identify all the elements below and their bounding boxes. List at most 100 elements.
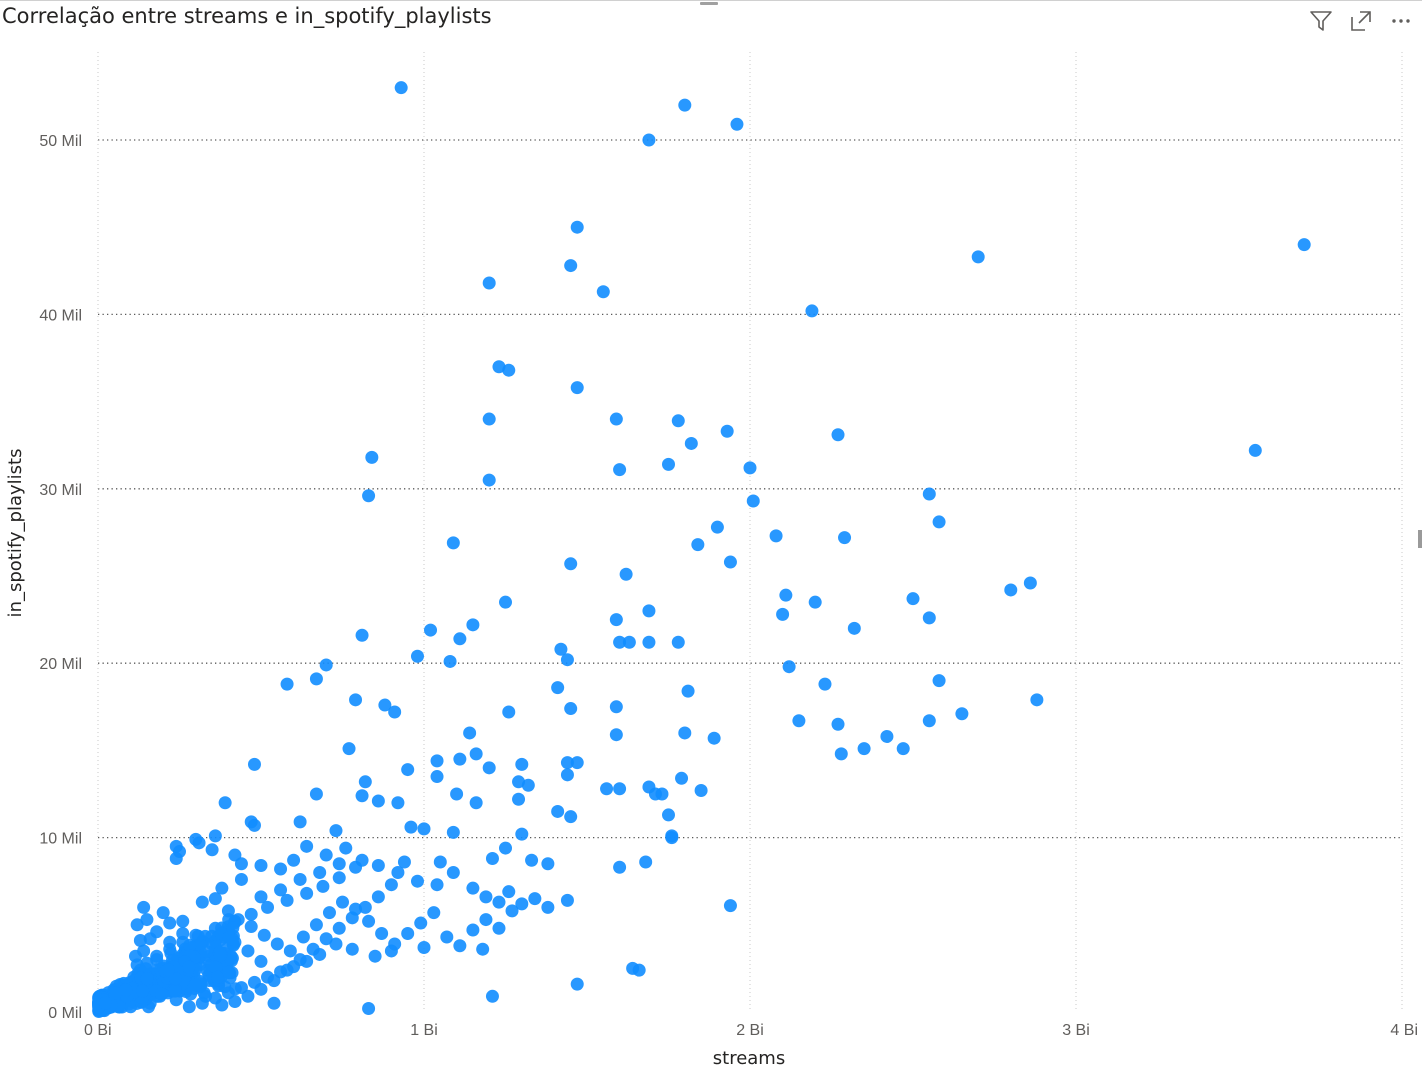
data-point[interactable] — [560, 768, 574, 782]
data-point[interactable] — [554, 642, 568, 656]
filter-button[interactable] — [1308, 8, 1334, 34]
data-point[interactable] — [342, 742, 356, 756]
data-point[interactable] — [365, 450, 379, 464]
data-point[interactable] — [241, 944, 255, 958]
data-point[interactable] — [182, 1000, 196, 1014]
data-point[interactable] — [209, 960, 223, 974]
data-point[interactable] — [199, 945, 213, 959]
data-point[interactable] — [309, 918, 323, 932]
more-options-button[interactable] — [1388, 8, 1414, 34]
data-point[interactable] — [169, 852, 183, 866]
data-point[interactable] — [560, 893, 574, 907]
data-point[interactable] — [332, 871, 346, 885]
data-point[interactable] — [609, 700, 623, 714]
data-point[interactable] — [541, 900, 555, 914]
data-point[interactable] — [222, 965, 236, 979]
data-point[interactable] — [570, 220, 584, 234]
data-point[interactable] — [391, 865, 405, 879]
data-point[interactable] — [723, 899, 737, 913]
data-point[interactable] — [485, 852, 499, 866]
data-point[interactable] — [564, 810, 578, 824]
data-point[interactable] — [694, 784, 708, 798]
data-point[interactable] — [492, 360, 506, 374]
data-point[interactable] — [362, 914, 376, 928]
data-point[interactable] — [847, 621, 861, 635]
data-point[interactable] — [176, 927, 190, 941]
data-point[interactable] — [782, 660, 796, 674]
data-point[interactable] — [371, 890, 385, 904]
data-point[interactable] — [776, 607, 790, 621]
data-point[interactable] — [404, 820, 418, 834]
data-point[interactable] — [319, 932, 333, 946]
data-point[interactable] — [191, 929, 205, 943]
data-point[interactable] — [678, 98, 692, 112]
data-point[interactable] — [417, 822, 431, 836]
data-point[interactable] — [300, 839, 314, 853]
data-point[interactable] — [355, 628, 369, 642]
data-point[interactable] — [205, 843, 219, 857]
data-point[interactable] — [779, 588, 793, 602]
data-point[interactable] — [375, 927, 389, 941]
data-point[interactable] — [319, 848, 333, 862]
data-point[interactable] — [371, 859, 385, 873]
data-point[interactable] — [163, 935, 177, 949]
data-point[interactable] — [479, 913, 493, 927]
data-point[interactable] — [433, 855, 447, 869]
data-point[interactable] — [228, 995, 242, 1009]
data-point[interactable] — [133, 933, 147, 947]
data-point[interactable] — [551, 681, 565, 695]
data-point[interactable] — [502, 705, 516, 719]
data-point[interactable] — [274, 862, 288, 876]
data-point[interactable] — [254, 982, 268, 996]
data-point[interactable] — [254, 954, 268, 968]
data-point[interactable] — [247, 757, 261, 771]
data-point[interactable] — [339, 841, 353, 855]
data-point[interactable] — [792, 714, 806, 728]
data-point[interactable] — [609, 728, 623, 742]
data-point[interactable] — [655, 787, 669, 801]
data-point[interactable] — [818, 677, 832, 691]
data-point[interactable] — [208, 892, 222, 906]
data-point[interactable] — [388, 705, 402, 719]
data-point[interactable] — [466, 881, 480, 895]
data-point[interactable] — [499, 595, 512, 609]
data-point[interactable] — [639, 855, 653, 869]
data-point[interactable] — [140, 972, 154, 986]
data-point[interactable] — [427, 906, 441, 920]
data-point[interactable] — [109, 986, 123, 1000]
data-point[interactable] — [528, 892, 542, 906]
data-point[interactable] — [137, 900, 151, 914]
data-point[interactable] — [453, 939, 467, 953]
data-point[interactable] — [293, 953, 307, 967]
data-point[interactable] — [662, 457, 675, 471]
data-point[interactable] — [932, 515, 946, 529]
data-point[interactable] — [525, 853, 539, 867]
data-point[interactable] — [662, 808, 675, 822]
data-point[interactable] — [270, 937, 284, 951]
data-point[interactable] — [349, 860, 363, 874]
data-point[interactable] — [254, 859, 268, 873]
data-point[interactable] — [274, 883, 288, 897]
data-point[interactable] — [857, 742, 871, 756]
data-point[interactable] — [397, 855, 411, 869]
data-point[interactable] — [349, 693, 363, 707]
data-point[interactable] — [831, 428, 845, 442]
data-point[interactable] — [300, 886, 314, 900]
data-point[interactable] — [515, 897, 529, 911]
data-point[interactable] — [446, 825, 460, 839]
data-point[interactable] — [502, 885, 516, 899]
data-point[interactable] — [329, 824, 343, 838]
data-point[interactable] — [234, 857, 248, 871]
data-point[interactable] — [642, 133, 656, 147]
data-point[interactable] — [313, 865, 327, 879]
data-point[interactable] — [691, 538, 705, 552]
data-point[interactable] — [681, 684, 695, 698]
data-point[interactable] — [208, 829, 222, 843]
data-point[interactable] — [244, 907, 258, 921]
data-point[interactable] — [283, 944, 297, 958]
data-point[interactable] — [932, 674, 946, 688]
data-point[interactable] — [570, 977, 584, 991]
data-point[interactable] — [332, 857, 346, 871]
data-point[interactable] — [155, 987, 169, 1001]
data-point[interactable] — [476, 942, 490, 956]
